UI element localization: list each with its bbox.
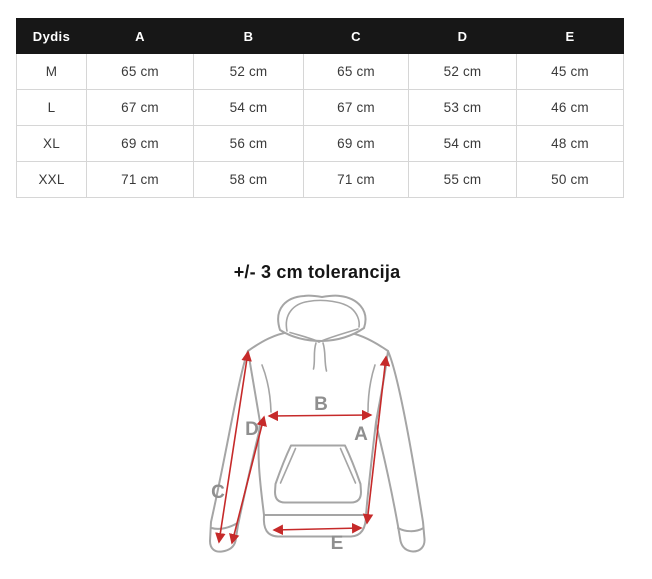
size-row-m: M 65 cm 52 cm 65 cm 52 cm 45 cm (16, 53, 624, 90)
size-cell: 67 cm (86, 89, 194, 126)
size-cell-label: M (16, 53, 87, 90)
size-cell-label: L (16, 89, 87, 126)
size-cell-label: XXL (16, 161, 87, 198)
size-cell: 65 cm (86, 53, 194, 90)
size-cell: 65 cm (303, 53, 409, 90)
hood-inner-rim (285, 299, 360, 332)
left-armhole-seam (261, 364, 272, 413)
size-cell: 54 cm (193, 89, 304, 126)
measure-arrow-a (362, 355, 391, 525)
header-row: Dydis A B C D E (16, 18, 624, 54)
size-row-xxl: XXL 71 cm 58 cm 71 cm 55 cm 50 cm (16, 161, 624, 198)
column-header-e: E (516, 18, 624, 54)
right-drawstring (322, 342, 328, 372)
size-row-xl: XL 69 cm 56 cm 69 cm 54 cm 48 cm (16, 125, 624, 162)
size-cell: 69 cm (86, 125, 194, 162)
size-cell: 56 cm (193, 125, 304, 162)
size-cell: 53 cm (408, 89, 517, 126)
hood-opening-left (289, 331, 320, 343)
left-drawstring (312, 342, 317, 370)
hoodie-measurement-diagram: B D A C E (209, 294, 426, 554)
size-cell: 67 cm (303, 89, 409, 126)
pocket-opening-right (339, 447, 357, 484)
column-header-dydis: Dydis (16, 18, 87, 54)
measure-label-a: A (354, 424, 368, 445)
size-cell: 48 cm (516, 125, 624, 162)
measure-label-e: E (331, 533, 344, 554)
measure-label-c: C (211, 482, 225, 503)
measure-arrow-d (229, 415, 267, 545)
size-cell-label: XL (16, 125, 87, 162)
column-header-b: B (193, 18, 304, 54)
size-cell: 69 cm (303, 125, 409, 162)
hoodie-pocket (274, 444, 362, 504)
size-cell: 52 cm (193, 53, 304, 90)
size-cell: 58 cm (193, 161, 304, 198)
size-cell: 45 cm (516, 53, 624, 90)
column-header-a: A (86, 18, 194, 54)
hoodie-hood (277, 294, 367, 342)
column-header-d: D (408, 18, 517, 54)
size-cell: 54 cm (408, 125, 517, 162)
size-table: Dydis A B C D E M 65 cm 52 cm 65 cm 52 c… (16, 18, 624, 198)
measure-arrow-b (267, 409, 373, 422)
measure-arrow-e (272, 522, 363, 536)
size-cell: 71 cm (303, 161, 409, 198)
right-cuff-line (397, 527, 425, 533)
pocket-opening-left (279, 447, 297, 484)
tolerance-note: +/- 3 cm tolerancija (233, 262, 401, 282)
size-row-l: L 67 cm 54 cm 67 cm 53 cm 46 cm (16, 89, 624, 126)
hoodie-hem-band (262, 514, 367, 538)
size-table-header: Dydis A B C D E (16, 18, 624, 54)
column-header-c: C (303, 18, 409, 54)
size-cell: 55 cm (408, 161, 517, 198)
measure-label-b: B (314, 394, 328, 415)
size-cell: 71 cm (86, 161, 194, 198)
size-cell: 50 cm (516, 161, 624, 198)
size-cell: 52 cm (408, 53, 517, 90)
hood-opening-right (318, 328, 359, 343)
size-cell: 46 cm (516, 89, 624, 126)
measure-label-d: D (245, 419, 259, 440)
